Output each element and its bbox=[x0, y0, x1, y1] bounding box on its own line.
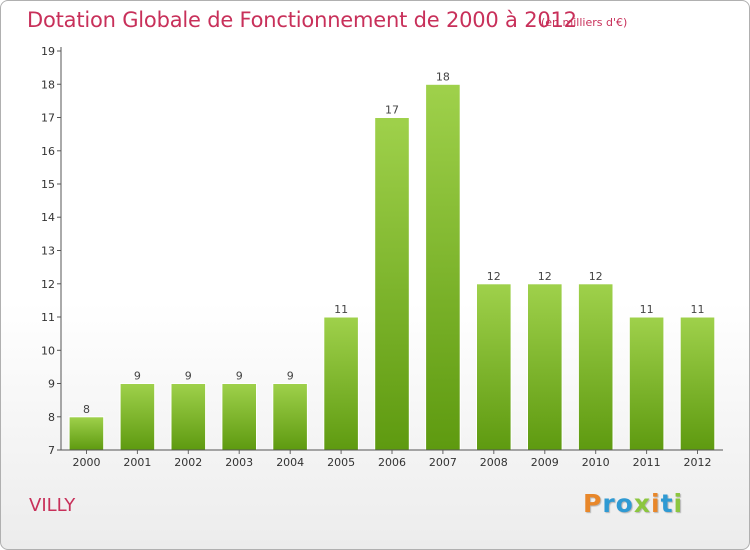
bar bbox=[628, 316, 665, 451]
bar-value-label: 11 bbox=[334, 303, 348, 316]
x-tick-label: 2000 bbox=[73, 456, 101, 469]
bar bbox=[374, 117, 410, 451]
bar-value-label: 9 bbox=[287, 370, 294, 383]
bar bbox=[119, 383, 156, 451]
y-tick-label: 16 bbox=[41, 145, 55, 158]
bar bbox=[577, 283, 614, 451]
bar bbox=[272, 383, 308, 451]
logo-letter: r bbox=[602, 489, 616, 518]
logo-letter: i bbox=[673, 489, 684, 518]
y-tick-label: 10 bbox=[41, 344, 55, 357]
bar-value-label: 12 bbox=[487, 270, 501, 283]
x-tick-label: 2004 bbox=[276, 456, 304, 469]
bar-value-label: 12 bbox=[589, 270, 603, 283]
x-tick-label: 2012 bbox=[684, 456, 712, 469]
y-tick-label: 7 bbox=[48, 444, 55, 457]
logo-letter: t bbox=[660, 489, 674, 518]
y-tick-label: 9 bbox=[48, 378, 55, 391]
chart-subtitle: (en milliers d'€) bbox=[541, 16, 628, 29]
bar bbox=[170, 383, 207, 451]
logo-letter: i bbox=[651, 489, 661, 518]
logo-letter: o bbox=[615, 489, 634, 518]
bar bbox=[527, 283, 563, 451]
bar-value-label: 9 bbox=[134, 370, 141, 383]
bar bbox=[221, 383, 257, 451]
bars-group: 8 9 9 9 9 11 17 18 12 12 12 11 11 bbox=[68, 70, 716, 451]
bar-value-label: 17 bbox=[385, 104, 399, 117]
y-tick-label: 14 bbox=[41, 211, 55, 224]
chart-title: Dotation Globale de Fonctionnement de 20… bbox=[27, 8, 577, 32]
axes-group: 2000 2001 2002 2003 2004 2005 2006 2007 2008 2009… bbox=[41, 45, 723, 469]
y-tick-label: 19 bbox=[41, 45, 55, 58]
x-tick-label: 2002 bbox=[174, 456, 202, 469]
commune-name: VILLY bbox=[29, 495, 76, 516]
bar bbox=[679, 316, 716, 451]
x-tick-label: 2005 bbox=[327, 456, 355, 469]
bar-value-label: 18 bbox=[436, 70, 450, 83]
bar bbox=[476, 283, 512, 451]
bar-value-label: 11 bbox=[691, 303, 705, 316]
bar-value-label: 12 bbox=[538, 270, 552, 283]
bar bbox=[323, 316, 359, 451]
y-tick-label: 18 bbox=[41, 78, 55, 91]
bar-value-label: 9 bbox=[185, 370, 192, 383]
bar-value-label: 8 bbox=[83, 403, 90, 416]
x-tick-label: 2006 bbox=[378, 456, 406, 469]
x-tick-label: 2007 bbox=[429, 456, 457, 469]
x-tick-label: 2011 bbox=[633, 456, 661, 469]
y-tick-label: 13 bbox=[41, 245, 55, 258]
x-tick-label: 2008 bbox=[480, 456, 508, 469]
x-tick-label: 2009 bbox=[531, 456, 559, 469]
x-tick-label: 2001 bbox=[123, 456, 151, 469]
logo-letter: P bbox=[583, 489, 603, 518]
y-tick-label: 8 bbox=[48, 411, 55, 424]
y-tick-label: 15 bbox=[41, 178, 55, 191]
proxiti-logo: Proxiti bbox=[583, 489, 683, 518]
bar-value-label: 9 bbox=[236, 370, 243, 383]
x-tick-label: 2010 bbox=[582, 456, 610, 469]
logo-letter: x bbox=[633, 489, 651, 518]
x-tick-label: 2003 bbox=[225, 456, 253, 469]
bar bbox=[68, 416, 105, 451]
y-tick-label: 11 bbox=[41, 311, 55, 324]
bar bbox=[425, 83, 461, 451]
bar-value-label: 11 bbox=[640, 303, 654, 316]
y-tick-label: 17 bbox=[41, 112, 55, 125]
y-tick-label: 12 bbox=[41, 278, 55, 291]
